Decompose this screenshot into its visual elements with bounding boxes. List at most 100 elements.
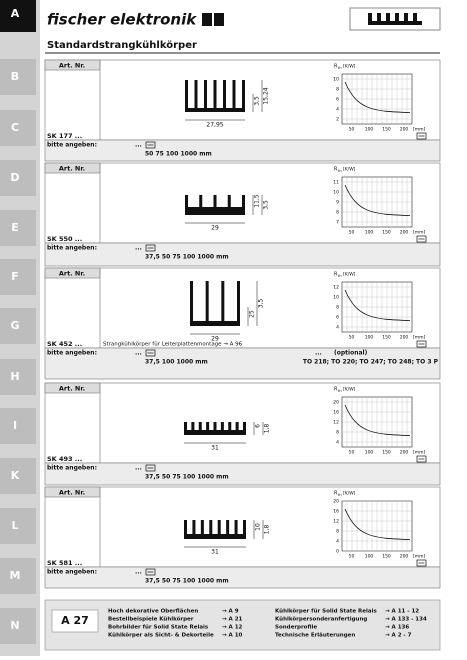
graph-xtick: 100 bbox=[365, 335, 374, 341]
heatsink-fin bbox=[220, 422, 224, 430]
graph-ytick: 4 bbox=[336, 325, 339, 331]
sidebar-tab bbox=[0, 558, 36, 594]
graph-ytick: 4 bbox=[336, 107, 339, 113]
heatsink-fin bbox=[232, 80, 236, 108]
optional-list: TO 218; TO 220; TO 247; TO 248; TO 3 P bbox=[303, 359, 439, 366]
graph-xtick: 100 bbox=[365, 554, 374, 560]
product-name: SK 581 ... bbox=[47, 559, 82, 567]
heatsink-fin bbox=[190, 281, 193, 321]
heatsink-fin bbox=[192, 520, 196, 534]
graph-xunit: [mm] bbox=[413, 230, 426, 236]
graph-ytick: 10 bbox=[333, 295, 339, 301]
footer-link: Technische Erläuterungen bbox=[275, 633, 355, 639]
graph-xtick: 50 bbox=[349, 127, 355, 133]
order-lengths: 37,5 50 75 100 1000 mm bbox=[145, 578, 229, 585]
sidebar-tab bbox=[0, 458, 36, 494]
length-icon bbox=[145, 349, 156, 357]
graph-xtick: 50 bbox=[349, 554, 355, 560]
sidebar-letter: A bbox=[11, 7, 20, 20]
footer-box bbox=[44, 599, 441, 651]
product-note: Strangkühlkörper für Leiterplattenmontag… bbox=[103, 342, 243, 348]
order-label: bitte angeben: bbox=[47, 465, 97, 472]
heatsink-fin bbox=[206, 422, 210, 430]
sidebar-letter: B bbox=[11, 70, 19, 83]
length-icon bbox=[416, 340, 427, 348]
art-label: Art. Nr. bbox=[59, 385, 85, 393]
order-row bbox=[44, 347, 441, 380]
art-label: Art. Nr. bbox=[59, 165, 85, 173]
heatsink-fin bbox=[242, 195, 245, 207]
graph-ytick: 6 bbox=[336, 97, 339, 103]
sidebar-letter: H bbox=[10, 370, 19, 383]
order-row bbox=[44, 139, 441, 162]
length-icon bbox=[416, 455, 427, 463]
graph-xtick: 150 bbox=[382, 230, 391, 236]
graph-xtick: 150 bbox=[382, 335, 391, 341]
graph-curve bbox=[344, 508, 411, 540]
length-icon bbox=[416, 559, 427, 567]
heatsink-fin bbox=[223, 80, 226, 108]
footer-link: Bohrbilder für Solid State Relais bbox=[108, 625, 209, 631]
graph-ytick: 20 bbox=[333, 499, 339, 505]
dim-height: 15,24 bbox=[263, 87, 270, 104]
sidebar-tab bbox=[0, 359, 36, 395]
dim-height: 3,5 bbox=[254, 96, 261, 106]
footer-ref: → A 133 - 134 bbox=[385, 617, 427, 623]
graph-ytick: 8 bbox=[336, 529, 339, 535]
footer-ref: → A 9 bbox=[222, 609, 239, 615]
heatsink-fin bbox=[235, 422, 239, 430]
sidebar-letter: G bbox=[10, 319, 19, 332]
heatsink-fin bbox=[185, 195, 188, 207]
order-label: bitte angeben: bbox=[47, 350, 97, 357]
graph-ytick: 6 bbox=[336, 315, 339, 321]
graph-ysub: th bbox=[338, 389, 342, 393]
graph-ytick: 7 bbox=[336, 220, 339, 226]
graph-ytick: 12 bbox=[333, 285, 339, 291]
dim-height: 10 bbox=[255, 523, 262, 531]
sidebar-tab bbox=[0, 210, 36, 246]
footer-link: Kühlkörper für Solid State Relais bbox=[275, 609, 377, 615]
graph-ytick: 16 bbox=[333, 410, 339, 416]
footer-ref: → A 136 bbox=[385, 625, 409, 631]
graph-xtick: 50 bbox=[349, 335, 355, 341]
footer-link: Kühlkörper als Sicht- & Dekorteile bbox=[108, 633, 214, 639]
graph-xtick: 200 bbox=[400, 127, 409, 133]
sidebar-letter: D bbox=[10, 171, 19, 184]
heatsink-fin bbox=[213, 195, 217, 207]
graph-xtick: 150 bbox=[382, 554, 391, 560]
sidebar-tab bbox=[0, 160, 36, 196]
dim-height: 11,5 bbox=[254, 194, 261, 208]
graph-ytick: 4 bbox=[336, 440, 339, 446]
graph-ylabel: R bbox=[334, 491, 338, 497]
graph-ytick: 10 bbox=[333, 77, 339, 83]
dim-height: 3,5 bbox=[263, 200, 270, 210]
length-icon bbox=[145, 464, 156, 472]
graph-ysub: th bbox=[338, 274, 342, 278]
graph-xunit: [mm] bbox=[413, 450, 426, 456]
graph-ytick: 11 bbox=[333, 180, 339, 186]
order-row bbox=[44, 462, 441, 486]
heatsink-fin bbox=[185, 80, 188, 108]
dim-height: 3,5 bbox=[258, 299, 265, 309]
order-row bbox=[44, 566, 441, 589]
order-row bbox=[44, 242, 441, 267]
page-number: A 27 bbox=[61, 614, 89, 627]
graph-yunit: [K/W] bbox=[343, 491, 356, 497]
heatsink-fin bbox=[204, 80, 207, 108]
heatsink-fin bbox=[198, 422, 202, 430]
graph-xtick: 200 bbox=[400, 230, 409, 236]
length-icon bbox=[145, 568, 156, 576]
dim-width: 29 bbox=[211, 225, 219, 232]
sidebar-tab bbox=[0, 608, 36, 644]
graph-ysub: th bbox=[338, 493, 342, 497]
art-label: Art. Nr. bbox=[59, 62, 85, 70]
sidebar-tab bbox=[0, 110, 36, 146]
length-icon bbox=[416, 235, 427, 243]
product-name: SK 177 ... bbox=[47, 132, 82, 140]
subtitle: Standardstrangkühlkörper bbox=[47, 40, 197, 51]
logo: fischer elektronik bbox=[47, 11, 197, 29]
heatsink-base bbox=[190, 321, 240, 326]
graph-xtick: 100 bbox=[365, 127, 374, 133]
graph-ysub: th bbox=[338, 169, 342, 173]
graph-ytick: 2 bbox=[336, 117, 339, 123]
